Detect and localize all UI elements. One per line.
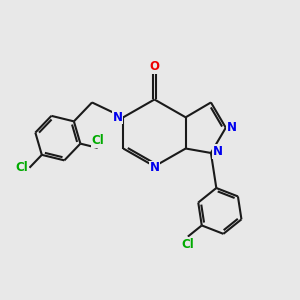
Text: N: N xyxy=(113,111,123,124)
Text: Cl: Cl xyxy=(182,238,194,251)
Text: Cl: Cl xyxy=(91,134,104,147)
Text: N: N xyxy=(212,145,222,158)
Text: N: N xyxy=(149,161,160,174)
Text: O: O xyxy=(149,60,160,73)
Text: N: N xyxy=(226,121,236,134)
Text: Cl: Cl xyxy=(15,161,28,174)
